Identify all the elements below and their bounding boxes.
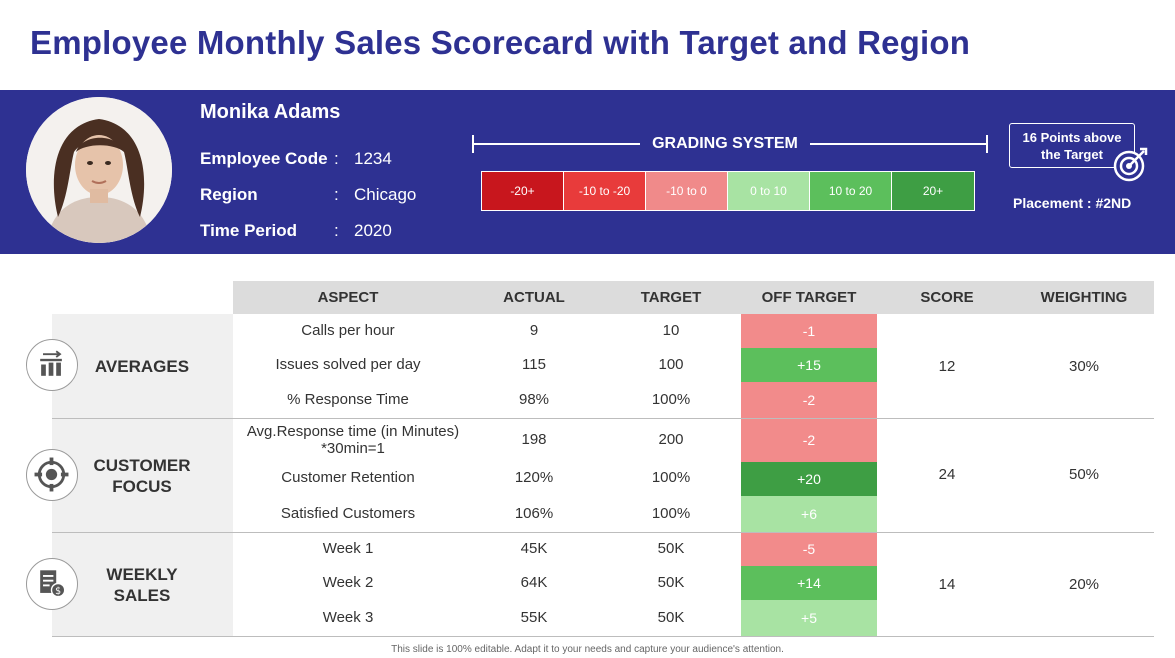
aspect-cell: Week 3 xyxy=(322,609,374,626)
off-target-cell: -1 xyxy=(741,314,877,348)
table-header xyxy=(233,281,1154,314)
employee-region-label: Region xyxy=(200,185,258,204)
off-target-cell: -5 xyxy=(741,532,877,566)
actual-cell: 198 xyxy=(521,431,547,448)
actual-cell: 64K xyxy=(520,574,548,591)
grading-scale-cell: 10 to 20 xyxy=(810,172,892,210)
group-label-weekly-sales: WEEKLY SALES xyxy=(76,564,208,606)
target-cell: 50K xyxy=(657,540,685,557)
target-cell: 100% xyxy=(651,505,691,522)
aspect-cell: Week 1 xyxy=(322,540,374,557)
aspect-cell: Week 2 xyxy=(322,574,374,591)
aspect-line: *30min=1 xyxy=(321,440,385,457)
employee-code-separator: : xyxy=(334,149,339,168)
actual-cell: 115 xyxy=(522,356,546,373)
group-label-line: CUSTOMER xyxy=(93,456,191,475)
employee-period-separator: : xyxy=(334,221,339,240)
grading-scale-cell: -10 to -20 xyxy=(564,172,646,210)
employee-avatar xyxy=(26,97,172,243)
weighting-cell: 30% xyxy=(1068,358,1100,375)
target-cell: 100% xyxy=(651,391,691,408)
employee-photo-icon xyxy=(26,97,172,243)
target-cell: 50K xyxy=(657,609,685,626)
grading-system-title: GRADING SYSTEM xyxy=(640,135,810,153)
off-target-cell: +6 xyxy=(741,496,877,532)
actual-cell: 55K xyxy=(520,609,548,626)
group-label-averages: AVERAGES xyxy=(94,357,190,376)
aspect-line: Avg.Response time (in Minutes) xyxy=(246,423,460,440)
group-label-line: WEEKLY xyxy=(106,565,178,584)
group-weekly-sales-bg xyxy=(52,532,233,636)
grading-scale-cell: -20+ xyxy=(482,172,564,210)
table-bottom-border xyxy=(52,636,1154,637)
sales-report-icon: $ xyxy=(26,558,78,610)
footer-note: This slide is 100% editable. Adapt it to… xyxy=(391,644,784,655)
aspect-cell: Issues solved per day xyxy=(275,356,421,373)
grading-bracket-right xyxy=(986,135,988,153)
weighting-cell: 20% xyxy=(1068,576,1100,593)
header-off-target: OFF TARGET xyxy=(761,289,857,306)
header-score: SCORE xyxy=(920,289,974,306)
grading-scale: -20+ -10 to -20 -10 to 0 0 to 10 10 to 2… xyxy=(481,171,975,211)
off-target-cell: +15 xyxy=(741,348,877,382)
employee-region-separator: : xyxy=(334,185,339,204)
employee-period-label: Time Period xyxy=(200,221,297,240)
score-cell: 14 xyxy=(938,576,956,593)
weighting-cell: 50% xyxy=(1068,466,1100,483)
off-target-cell: +5 xyxy=(741,600,877,636)
target-cell: 100 xyxy=(658,356,684,373)
group-divider xyxy=(52,418,1154,419)
group-divider xyxy=(52,532,1154,533)
points-line-2: the Target xyxy=(1041,147,1103,162)
target-cell: 10 xyxy=(662,322,680,339)
target-cell: 100% xyxy=(651,469,691,486)
page-title: Employee Monthly Sales Scorecard with Ta… xyxy=(30,24,971,61)
svg-text:$: $ xyxy=(55,586,61,597)
actual-cell: 98% xyxy=(518,391,550,408)
points-line-1: 16 Points above xyxy=(1022,130,1122,145)
actual-cell: 120% xyxy=(514,469,554,486)
group-label-line: SALES xyxy=(113,586,171,605)
grading-scale-cell: 0 to 10 xyxy=(728,172,810,210)
score-cell: 12 xyxy=(938,358,956,375)
header-weighting: WEIGHTING xyxy=(1040,289,1128,306)
grading-scale-cell: -10 to 0 xyxy=(646,172,728,210)
employee-code-value: 1234 xyxy=(354,149,392,168)
off-target-cell: +14 xyxy=(741,566,877,600)
header-aspect: ASPECT xyxy=(317,289,379,306)
group-customer-focus-bg xyxy=(52,418,233,532)
employee-name: Monika Adams xyxy=(200,101,341,123)
off-target-cell: -2 xyxy=(741,382,877,418)
employee-region-value: Chicago xyxy=(354,185,417,204)
target-icon xyxy=(1113,147,1148,182)
employee-code-label: Employee Code xyxy=(200,149,328,168)
aspect-cell: Avg.Response time (in Minutes) *30min=1 xyxy=(233,423,473,457)
header-actual: ACTUAL xyxy=(503,289,565,306)
points-above-target-box: 16 Points above the Target xyxy=(1009,123,1135,168)
header-target: TARGET xyxy=(640,289,702,306)
actual-cell: 106% xyxy=(514,505,554,522)
aspect-cell: Satisfied Customers xyxy=(280,505,416,522)
employee-period-value: 2020 xyxy=(354,221,392,240)
bar-chart-icon xyxy=(26,339,78,391)
score-cell: 24 xyxy=(938,466,956,483)
grading-scale-cell: 20+ xyxy=(892,172,974,210)
placement-label: Placement : #2ND xyxy=(1013,195,1132,211)
group-label-line: FOCUS xyxy=(112,477,172,496)
actual-cell: 45K xyxy=(520,540,548,557)
aspect-cell: % Response Time xyxy=(287,391,409,408)
group-averages-bg xyxy=(52,314,233,418)
group-label-customer-focus: CUSTOMER FOCUS xyxy=(76,455,208,497)
actual-cell: 9 xyxy=(529,322,539,339)
aspect-cell: Calls per hour xyxy=(301,322,395,339)
target-cell: 200 xyxy=(658,431,684,448)
target-focus-icon xyxy=(26,449,78,501)
aspect-cell: Customer Retention xyxy=(281,469,415,486)
target-cell: 50K xyxy=(657,574,685,591)
off-target-cell: -2 xyxy=(741,418,877,462)
off-target-cell: +20 xyxy=(741,462,877,496)
